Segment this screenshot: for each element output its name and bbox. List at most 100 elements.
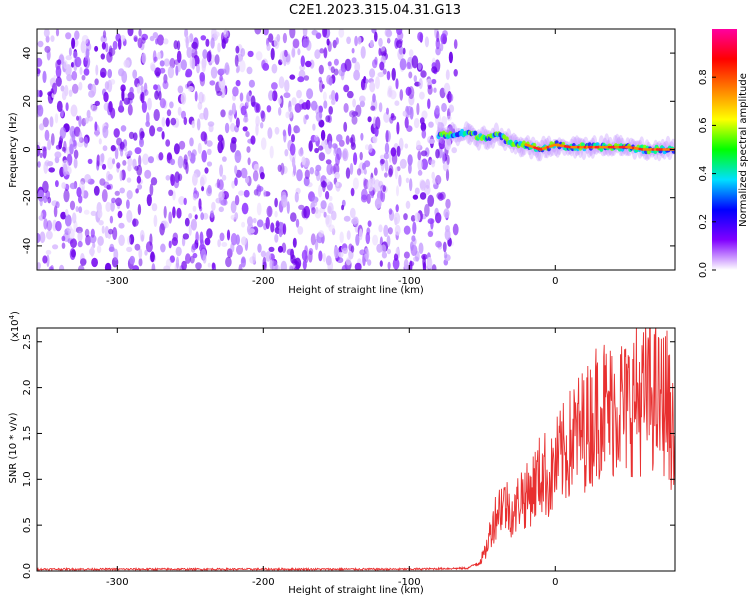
noise-blob bbox=[64, 84, 69, 97]
noise-blob bbox=[81, 74, 86, 81]
noise-blob bbox=[312, 123, 316, 131]
noise-blob bbox=[255, 103, 261, 113]
noise-blob bbox=[390, 147, 397, 157]
noise-blob bbox=[117, 38, 122, 50]
noise-blob bbox=[428, 159, 436, 165]
noise-blob bbox=[268, 33, 274, 43]
noise-blob bbox=[198, 198, 202, 210]
noise-blob bbox=[188, 213, 193, 219]
noise-blob bbox=[217, 239, 221, 248]
signal-peak bbox=[592, 145, 596, 149]
noise-blob bbox=[60, 85, 65, 92]
noise-blob bbox=[57, 59, 62, 66]
figure-title: C2E1.2023.315.04.31.G13 bbox=[289, 3, 461, 18]
noise-blob bbox=[127, 157, 133, 167]
noise-blob bbox=[418, 242, 424, 255]
noise-blob bbox=[292, 237, 297, 248]
noise-blob bbox=[150, 251, 155, 263]
noise-blob bbox=[323, 100, 328, 109]
noise-blob bbox=[431, 264, 437, 270]
noise-blob bbox=[302, 38, 310, 48]
noise-blob bbox=[278, 227, 283, 238]
noise-blob bbox=[435, 174, 442, 185]
noise-blob bbox=[68, 47, 72, 56]
noise-blob bbox=[408, 94, 415, 106]
noise-blob bbox=[236, 244, 243, 255]
noise-blob bbox=[247, 157, 251, 166]
snr-ticks: -300 -200 -100 0 0.0 0.5 1.0 1.5 2.0 2.5 bbox=[22, 328, 675, 588]
noise-blob bbox=[384, 142, 390, 154]
noise-blob bbox=[414, 212, 421, 223]
noise-blob bbox=[210, 210, 214, 218]
noise-blob bbox=[78, 265, 85, 270]
noise-blob bbox=[302, 259, 307, 270]
y-tick-label: 0 bbox=[22, 146, 33, 152]
noise-blob bbox=[85, 234, 91, 246]
noise-blob bbox=[91, 257, 98, 268]
noise-blob bbox=[46, 220, 53, 232]
noise-blob bbox=[77, 240, 83, 248]
noise-blob bbox=[247, 216, 253, 227]
noise-blob bbox=[102, 125, 109, 139]
signal-peak bbox=[664, 148, 668, 151]
noise-blob bbox=[65, 55, 72, 61]
noise-blob bbox=[96, 245, 102, 254]
noise-blob bbox=[268, 246, 275, 252]
noise-blob bbox=[298, 148, 304, 157]
noise-blob bbox=[442, 162, 449, 172]
signal-peak bbox=[653, 148, 657, 151]
signal-peak bbox=[588, 145, 592, 149]
noise-blob bbox=[52, 244, 59, 250]
noise-blob bbox=[221, 242, 228, 247]
noise-blob bbox=[351, 57, 357, 64]
noise-blob bbox=[165, 175, 171, 181]
noise-blob bbox=[248, 228, 255, 234]
noise-blob bbox=[59, 126, 67, 139]
noise-blob bbox=[424, 203, 430, 217]
noise-blob bbox=[404, 117, 409, 129]
noise-blob bbox=[123, 97, 131, 106]
noise-blob bbox=[90, 246, 95, 257]
noise-blob bbox=[386, 248, 391, 255]
signal-peak bbox=[579, 145, 583, 149]
noise-blob bbox=[417, 31, 424, 42]
noise-blob bbox=[134, 147, 142, 155]
noise-blob bbox=[393, 212, 401, 225]
colorbar-ticks: 0.0 0.2 0.4 0.6 0.8 bbox=[698, 69, 716, 278]
noise-blob bbox=[102, 145, 108, 152]
noise-blob bbox=[427, 85, 433, 95]
colorbar-gradient bbox=[712, 29, 737, 270]
noise-blob bbox=[42, 146, 47, 159]
noise-blob bbox=[369, 81, 376, 93]
noise-blob bbox=[94, 78, 99, 86]
noise-blob bbox=[414, 187, 420, 195]
noise-blob bbox=[148, 156, 154, 164]
noise-blob bbox=[381, 251, 387, 259]
noise-blob bbox=[200, 131, 207, 142]
noise-blob bbox=[54, 113, 59, 124]
noise-blob bbox=[183, 116, 188, 126]
noise-blob bbox=[187, 150, 191, 161]
noise-blob bbox=[411, 235, 416, 242]
noise-blob bbox=[301, 208, 307, 219]
noise-blob bbox=[343, 215, 351, 222]
noise-blob bbox=[403, 225, 411, 235]
noise-blob bbox=[191, 149, 197, 157]
noise-blob bbox=[185, 36, 189, 49]
noise-blob bbox=[306, 88, 314, 100]
noise-blob bbox=[64, 214, 72, 227]
signal-peak bbox=[644, 148, 649, 151]
snr-ylabel: SNR (10 * v/v) bbox=[8, 412, 19, 483]
noise-blob bbox=[219, 68, 227, 74]
noise-blob bbox=[278, 76, 285, 89]
noise-blob bbox=[214, 54, 220, 65]
noise-blob bbox=[267, 127, 273, 139]
noise-blob bbox=[53, 74, 57, 85]
noise-blob bbox=[396, 145, 401, 157]
noise-blob bbox=[314, 147, 319, 154]
noise-blob bbox=[159, 67, 166, 74]
noise-blob bbox=[112, 158, 116, 165]
noise-blob bbox=[235, 67, 240, 74]
noise-blob bbox=[346, 230, 351, 241]
noise-blob bbox=[126, 246, 133, 253]
